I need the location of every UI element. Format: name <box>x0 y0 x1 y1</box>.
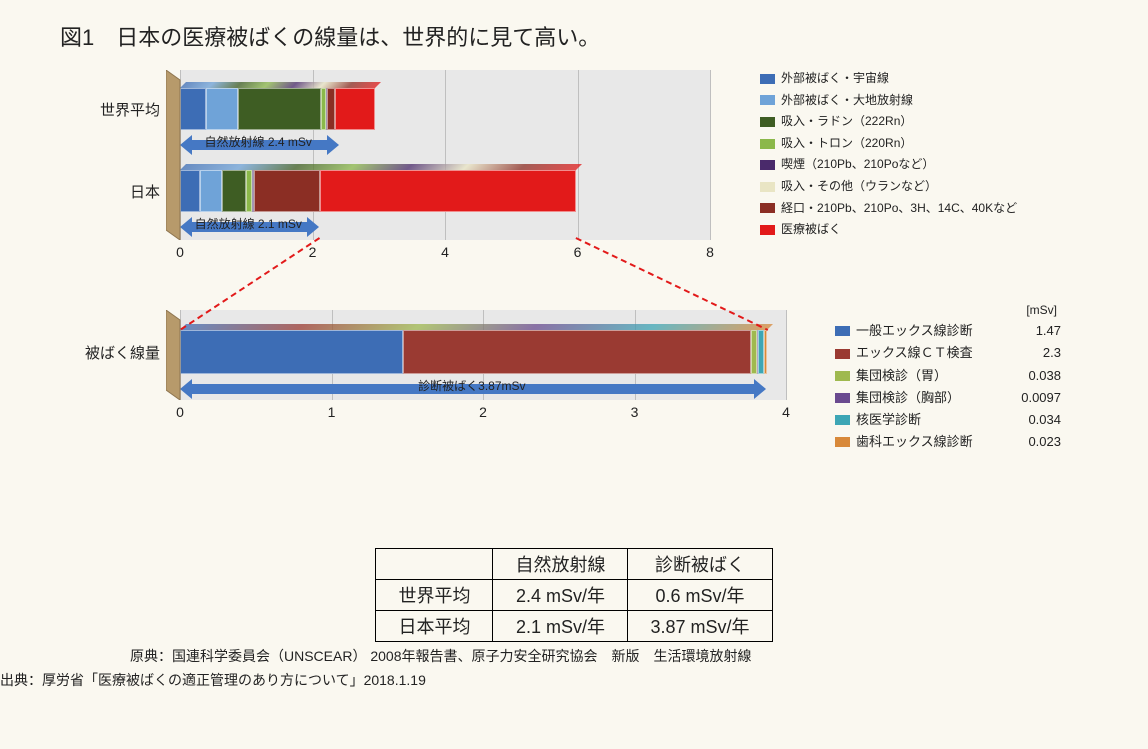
table-row: 世界平均2.4 mSv/年0.6 mSv/年 <box>376 580 772 611</box>
axis-tick: 0 <box>170 404 190 420</box>
bar-segment-dental <box>764 330 767 374</box>
axis-tick: 2 <box>473 404 493 420</box>
axis-tick: 3 <box>625 404 645 420</box>
bar-segment-ct <box>403 330 751 374</box>
secondary-source: 出典：厚労省「医療被ばくの適正管理のあり方について」2018.1.19 <box>0 670 1148 690</box>
chart-medical-breakdown: 診断被ばく3.87mSv01234被ばく線量[mSv]一般エックス線診断1.47… <box>0 0 1148 430</box>
category-label: 被ばく線量 <box>0 342 160 363</box>
bar-segment-xray <box>180 330 403 374</box>
table-row: 日本平均2.1 mSv/年3.87 mSv/年 <box>376 611 772 642</box>
summary-table: 自然放射線診断被ばく世界平均2.4 mSv/年0.6 mSv/年日本平均2.1 … <box>375 548 772 642</box>
legend-medical: [mSv]一般エックス線診断1.47エックス線ＣＴ検査2.3集団検診（胃）0.0… <box>835 300 1061 453</box>
axis-tick: 4 <box>776 404 796 420</box>
primary-source: 原典：国連科学委員会（UNSCEAR） 2008年報告書、原子力安全研究協会 新… <box>130 646 1148 666</box>
range-arrow-label: 診断被ばく3.87mSv <box>418 377 525 394</box>
axis-tick: 1 <box>322 404 342 420</box>
